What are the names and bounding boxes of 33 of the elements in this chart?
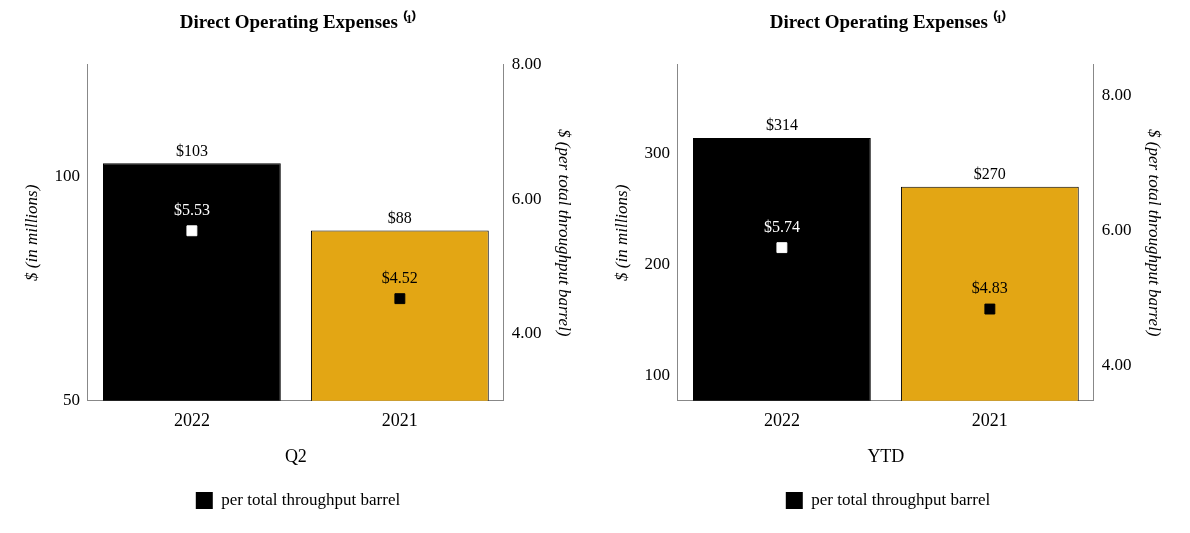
legend-label: per total throughput barrel [221, 489, 401, 509]
y2-tick-label: 4.00 [511, 323, 542, 343]
data-label: $5.53 [173, 200, 210, 218]
x-tick-label: 2022 [173, 410, 210, 431]
x-axis-title: YTD [867, 445, 905, 466]
legend-label: per total throughput barrel [811, 489, 991, 509]
x-axis-title: Q2 [284, 445, 307, 466]
y2-axis-title: $ (per total throughput barrel) [1145, 129, 1165, 337]
chart-title: Direct Operating Expenses ⁽¹⁾ [769, 10, 1007, 33]
x-tick-label: 2022 [763, 410, 800, 431]
y-tick-label: 100 [644, 364, 670, 384]
y-tick-label: 200 [644, 253, 670, 273]
y-tick-label: 100 [54, 166, 80, 186]
y-tick-label: 50 [62, 390, 80, 410]
data-label: $314 [765, 116, 798, 134]
y2-tick-label: 8.00 [511, 54, 542, 74]
data-label: $270 [973, 164, 1006, 182]
x-tick-label: 2021 [971, 410, 1008, 431]
y-tick-label: 300 [644, 142, 670, 162]
data-label: $88 [387, 208, 412, 226]
chart-title: Direct Operating Expenses ⁽¹⁾ [179, 10, 417, 33]
x-tick-label: 2021 [381, 410, 418, 431]
y2-axis-title: $ (per total throughput barrel) [555, 129, 575, 337]
data-label: $103 [175, 141, 208, 159]
data-label: $5.74 [763, 217, 800, 235]
y2-tick-label: 6.00 [1101, 219, 1132, 239]
data-label: $4.52 [381, 268, 418, 286]
y2-tick-label: 6.00 [511, 188, 542, 208]
y2-tick-label: 4.00 [1101, 354, 1132, 374]
data-label: $4.83 [971, 279, 1008, 297]
y-axis-title: $ (in millions) [611, 184, 631, 281]
y-axis-title: $ (in millions) [21, 184, 41, 281]
y2-tick-label: 8.00 [1101, 84, 1132, 104]
